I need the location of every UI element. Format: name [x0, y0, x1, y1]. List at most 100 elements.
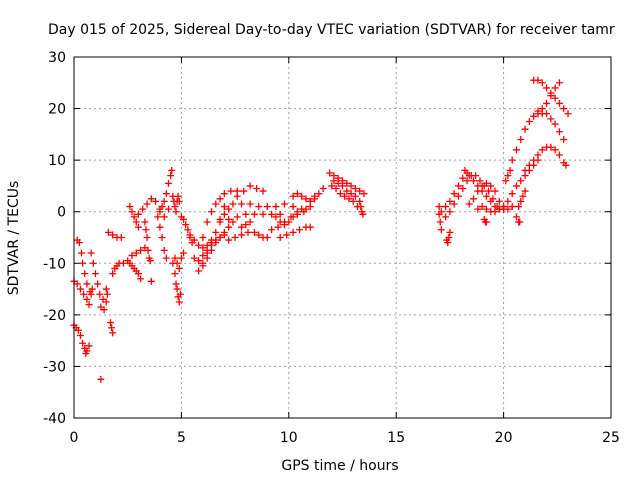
data-point [500, 203, 508, 211]
data-point [88, 285, 96, 293]
data-point [560, 136, 568, 144]
data-point [515, 203, 523, 211]
y-axis-label: SDTVAR / TECUs [6, 181, 22, 296]
data-point [174, 192, 182, 200]
data-point [454, 182, 462, 190]
data-point [319, 185, 327, 193]
data-point [268, 210, 276, 218]
data-point [171, 203, 179, 211]
data-point [508, 203, 516, 211]
data-point [300, 208, 308, 216]
data-point [207, 246, 215, 254]
data-point [530, 156, 538, 164]
data-point [289, 228, 297, 236]
data-point [504, 172, 512, 180]
plot-frame [73, 56, 612, 419]
data-point [347, 182, 355, 190]
data-point [233, 192, 241, 200]
series-arc-28 [216, 210, 284, 223]
data-point [332, 185, 340, 193]
data-point [487, 182, 495, 190]
data-point [551, 146, 559, 154]
series-arc-48 [480, 215, 490, 226]
series-arc-05 [100, 290, 111, 314]
data-point [347, 190, 355, 198]
series-arc-13 [147, 277, 155, 285]
data-point [109, 270, 117, 278]
series-arc-11 [126, 203, 142, 231]
data-point [225, 223, 233, 231]
data-point [246, 182, 254, 190]
data-point [128, 252, 136, 260]
data-point [225, 236, 233, 244]
data-point [555, 79, 563, 87]
data-point [139, 205, 147, 213]
data-point [491, 187, 499, 195]
data-point [97, 375, 105, 383]
data-points [70, 76, 572, 383]
data-point [156, 223, 164, 231]
data-point [293, 210, 301, 218]
data-point [534, 76, 542, 84]
data-point [315, 190, 323, 198]
data-point [306, 223, 314, 231]
data-point [543, 99, 551, 107]
data-point [551, 84, 559, 92]
data-point [246, 200, 254, 208]
data-point [504, 197, 512, 205]
data-point [293, 190, 301, 198]
data-point [130, 213, 138, 221]
data-point [530, 112, 538, 120]
data-point [442, 213, 450, 221]
data-point [117, 234, 125, 241]
data-point [81, 270, 89, 278]
data-point [255, 231, 263, 239]
series-arc-25 [199, 187, 241, 241]
data-point [482, 192, 490, 200]
data-point [238, 200, 246, 208]
data-point [238, 223, 246, 231]
data-point [442, 203, 450, 211]
data-point [158, 234, 166, 241]
data-point [339, 182, 346, 190]
y-tick-label: -10 [43, 256, 66, 272]
data-point [289, 203, 297, 211]
data-point [461, 166, 469, 174]
data-point [359, 210, 367, 218]
data-point [517, 197, 525, 205]
series-arc-47 [474, 203, 516, 216]
data-point [450, 190, 458, 198]
series-arc-04 [87, 249, 110, 311]
data-point [334, 179, 342, 187]
data-point [177, 254, 185, 262]
data-point [276, 210, 284, 218]
data-point [465, 172, 473, 180]
y-tick-label: 30 [48, 50, 66, 66]
data-point [283, 231, 291, 239]
x-tick-label: 10 [280, 430, 298, 446]
data-point [482, 205, 490, 213]
data-point [437, 226, 445, 234]
data-point [328, 182, 336, 190]
data-point [212, 200, 220, 208]
data-point [103, 290, 111, 298]
data-point [147, 277, 155, 285]
data-point [199, 259, 207, 267]
data-point [107, 319, 115, 327]
data-point [450, 200, 458, 208]
data-point [351, 192, 359, 200]
data-point [109, 231, 117, 239]
data-point [436, 218, 444, 226]
data-point [538, 105, 546, 113]
data-point [560, 105, 568, 113]
series-arc-26 [233, 182, 267, 200]
data-point [446, 228, 454, 236]
data-point [195, 267, 203, 275]
series-arc-19 [171, 249, 188, 272]
data-point [171, 270, 179, 278]
data-point [85, 301, 93, 309]
data-point [538, 79, 546, 87]
data-point [109, 329, 117, 337]
data-point [94, 280, 102, 288]
